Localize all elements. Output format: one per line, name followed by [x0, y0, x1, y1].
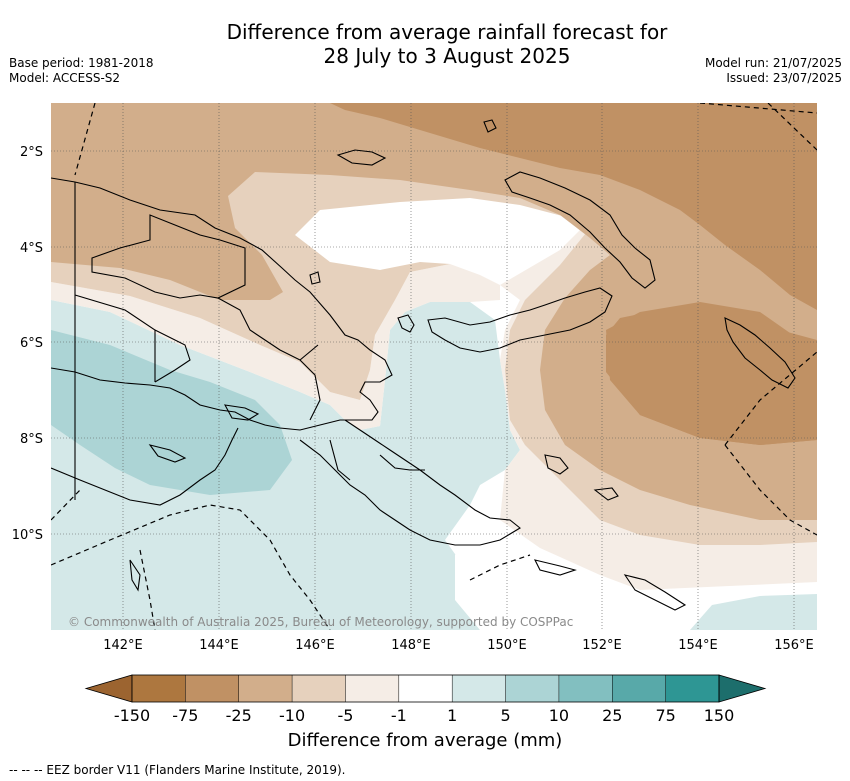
lat-label: 10°S [12, 528, 43, 543]
colorbar-segment [238, 675, 293, 702]
colorbar-tick-label: -25 [226, 706, 252, 725]
model-name: Model: ACCESS-S2 [9, 71, 121, 85]
colorbar-segment [665, 675, 719, 702]
lat-label: 6°S [20, 336, 43, 351]
lon-label: 150°E [487, 638, 527, 653]
colorbar-segment [292, 675, 346, 702]
lat-labels: 2°S 4°S 6°S 8°S 10°S [12, 145, 43, 543]
colorbar-tick-label: -10 [279, 706, 305, 725]
colorbar-tick-label: 5 [500, 706, 510, 725]
graticule [51, 103, 817, 630]
colorbar-tick-label: -1 [391, 706, 407, 725]
lon-label: 142°E [103, 638, 143, 653]
base-period: Base period: 1981-2018 [9, 56, 154, 70]
colorbar-tick-label: -5 [337, 706, 353, 725]
colorbar-arrow-left [84, 674, 133, 703]
colorbar-tick-label: 150 [704, 706, 735, 725]
lat-label: 8°S [20, 432, 43, 447]
colorbar-title: Difference from average (mm) [287, 730, 563, 751]
colorbar: -150 -75 -25 -10 -5 -1 1 5 10 25 75 150 [84, 674, 767, 725]
lon-label: 146°E [295, 638, 335, 653]
colorbar-segment [398, 675, 453, 702]
eez-legend: -- -- -- EEZ border V11 (Flanders Marine… [9, 763, 346, 777]
colorbar-tick-label: 25 [602, 706, 622, 725]
lon-labels: 142°E 144°E 146°E 148°E 150°E 152°E 154°… [103, 638, 814, 653]
title-line-1: Difference from average rainfall forecas… [226, 20, 668, 44]
colorbar-tick-label: 75 [655, 706, 675, 725]
lat-label: 4°S [20, 241, 43, 256]
model-run: Model run: 21/07/2025 [704, 56, 842, 70]
colorbar-tick-label: -150 [114, 706, 150, 725]
model-info: Base period: 1981-2018 Model: ACCESS-S2 [9, 56, 154, 86]
issued-date: Issued: 23/07/2025 [726, 71, 842, 85]
coastlines [51, 119, 796, 611]
colorbar-segment [452, 675, 506, 702]
dry-zone-25-75-interior [606, 302, 817, 445]
colorbar-tick-label: 1 [447, 706, 457, 725]
colorbar-tick-label: 10 [549, 706, 569, 725]
wet-zone-east [690, 594, 817, 630]
dry-zone-10-25 [51, 103, 817, 520]
dry-zone-25-75-north [330, 103, 817, 310]
colorbar-arrow-right [718, 674, 767, 703]
colorbar-segment [132, 675, 186, 702]
eez-borders [51, 103, 817, 630]
map-panel [51, 103, 817, 630]
colorbar-segment [558, 675, 613, 702]
lon-label: 156°E [774, 638, 814, 653]
wet-zone-5-10 [51, 330, 292, 495]
lon-label: 144°E [199, 638, 239, 653]
copyright-notice: © Commonwealth of Australia 2025, Bureau… [68, 615, 573, 629]
colorbar-tick-label: -75 [172, 706, 198, 725]
page-title: Difference from average rainfall forecas… [0, 20, 850, 68]
colorbar-segment [505, 675, 559, 702]
colorbar-segment [345, 675, 399, 702]
lon-label: 154°E [678, 638, 718, 653]
colorbar-segment [185, 675, 239, 702]
white-gap-south [455, 520, 660, 630]
lon-label: 152°E [582, 638, 622, 653]
lon-label: 148°E [391, 638, 431, 653]
colorbar-segment [612, 675, 666, 702]
lat-label: 2°S [20, 145, 43, 160]
title-line-2: 28 July to 3 August 2025 [323, 44, 571, 68]
run-info: Model run: 21/07/2025 Issued: 23/07/2025 [705, 56, 842, 86]
dry-zone-1-5 [51, 264, 500, 430]
